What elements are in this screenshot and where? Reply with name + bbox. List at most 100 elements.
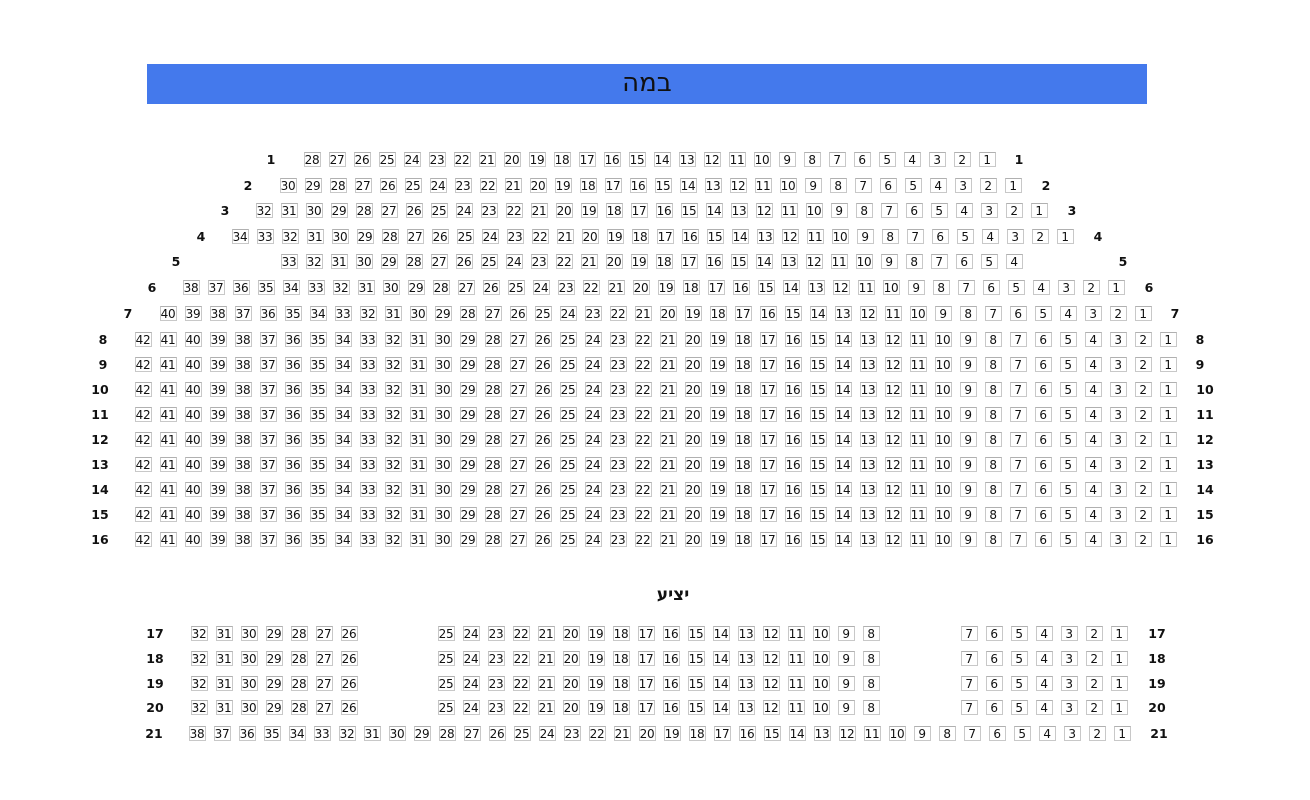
seat[interactable]: 3	[1109, 332, 1127, 347]
seat[interactable]: 41	[159, 532, 177, 547]
seat[interactable]: 6	[1034, 482, 1052, 497]
seat[interactable]: 36	[284, 357, 302, 372]
seat[interactable]: 12	[762, 700, 780, 715]
seat[interactable]: 24	[584, 532, 602, 547]
seat[interactable]: 31	[215, 651, 233, 666]
seat[interactable]: 15	[706, 229, 724, 244]
seat[interactable]: 2	[1134, 332, 1152, 347]
seat[interactable]: 23	[609, 357, 627, 372]
seat[interactable]: 21	[537, 626, 555, 641]
seat[interactable]: 28	[290, 626, 308, 641]
seat[interactable]: 8	[984, 407, 1002, 422]
seat[interactable]: 31	[306, 229, 324, 244]
seat[interactable]: 5	[1013, 726, 1031, 741]
seat[interactable]: 9	[837, 700, 855, 715]
seat[interactable]: 15	[809, 482, 827, 497]
seat[interactable]: 15	[730, 254, 748, 269]
seat[interactable]: 26	[534, 482, 552, 497]
seat[interactable]: 23	[609, 382, 627, 397]
seat[interactable]: 10	[753, 152, 771, 167]
seat[interactable]: 16	[784, 457, 802, 472]
seat[interactable]: 16	[662, 676, 680, 691]
seat[interactable]: 9	[959, 382, 977, 397]
seat[interactable]: 1	[1159, 357, 1177, 372]
seat[interactable]: 40	[184, 382, 202, 397]
seat[interactable]: 2	[1134, 407, 1152, 422]
seat[interactable]: 39	[209, 382, 227, 397]
seat[interactable]: 1	[1159, 332, 1177, 347]
seat[interactable]: 37	[259, 332, 277, 347]
seat[interactable]: 29	[265, 676, 283, 691]
seat[interactable]: 37	[259, 357, 277, 372]
seat[interactable]: 2	[1085, 700, 1103, 715]
seat[interactable]: 34	[334, 332, 352, 347]
seat[interactable]: 29	[330, 203, 348, 218]
seat[interactable]: 7	[828, 152, 846, 167]
seat[interactable]: 5	[1010, 676, 1028, 691]
seat[interactable]: 31	[409, 482, 427, 497]
seat[interactable]: 19	[709, 482, 727, 497]
seat[interactable]: 23	[563, 726, 581, 741]
seat[interactable]: 32	[384, 482, 402, 497]
seat[interactable]: 3	[1063, 726, 1081, 741]
seat[interactable]: 3	[928, 152, 946, 167]
seat[interactable]: 10	[812, 700, 830, 715]
seat[interactable]: 19	[663, 726, 681, 741]
seat[interactable]: 9	[778, 152, 796, 167]
seat[interactable]: 26	[534, 432, 552, 447]
seat[interactable]: 41	[159, 482, 177, 497]
seat[interactable]: 27	[430, 254, 448, 269]
seat[interactable]: 9	[934, 306, 952, 321]
seat[interactable]: 35	[257, 280, 275, 295]
seat[interactable]: 4	[1084, 382, 1102, 397]
seat[interactable]: 6	[1034, 382, 1052, 397]
seat[interactable]: 21	[659, 382, 677, 397]
seat[interactable]: 9	[907, 280, 925, 295]
seat[interactable]: 29	[459, 357, 477, 372]
seat[interactable]: 15	[809, 457, 827, 472]
seat[interactable]: 19	[709, 432, 727, 447]
seat[interactable]: 8	[984, 382, 1002, 397]
seat[interactable]: 32	[190, 651, 208, 666]
seat[interactable]: 8	[862, 626, 880, 641]
seat[interactable]: 4	[955, 203, 973, 218]
seat[interactable]: 34	[231, 229, 249, 244]
seat[interactable]: 16	[784, 407, 802, 422]
seat[interactable]: 34	[282, 280, 300, 295]
seat[interactable]: 5	[878, 152, 896, 167]
seat[interactable]: 10	[805, 203, 823, 218]
seat[interactable]: 37	[259, 532, 277, 547]
seat[interactable]: 36	[259, 306, 277, 321]
seat[interactable]: 36	[284, 532, 302, 547]
seat[interactable]: 2	[1088, 726, 1106, 741]
seat[interactable]: 1	[1110, 700, 1128, 715]
seat[interactable]: 30	[434, 382, 452, 397]
seat[interactable]: 6	[1009, 306, 1027, 321]
seat[interactable]: 29	[407, 280, 425, 295]
seat[interactable]: 20	[684, 357, 702, 372]
seat[interactable]: 25	[559, 507, 577, 522]
seat[interactable]: 17	[759, 457, 777, 472]
seat[interactable]: 4	[1084, 482, 1102, 497]
seat[interactable]: 10	[934, 382, 952, 397]
seat[interactable]: 7	[854, 178, 872, 193]
seat[interactable]: 6	[931, 229, 949, 244]
seat[interactable]: 11	[754, 178, 772, 193]
seat[interactable]: 3	[1084, 306, 1102, 321]
seat[interactable]: 9	[837, 676, 855, 691]
seat[interactable]: 32	[384, 457, 402, 472]
seat[interactable]: 1	[1159, 457, 1177, 472]
seat[interactable]: 21	[634, 306, 652, 321]
seat[interactable]: 17	[734, 306, 752, 321]
seat[interactable]: 4	[981, 229, 999, 244]
seat[interactable]: 40	[184, 507, 202, 522]
seat[interactable]: 4	[1035, 676, 1053, 691]
seat[interactable]: 30	[331, 229, 349, 244]
seat[interactable]: 20	[503, 152, 521, 167]
seat[interactable]: 3	[1006, 229, 1024, 244]
seat[interactable]: 16	[759, 306, 777, 321]
seat[interactable]: 25	[559, 532, 577, 547]
seat[interactable]: 34	[334, 457, 352, 472]
seat[interactable]: 23	[584, 306, 602, 321]
seat[interactable]: 4	[1035, 700, 1053, 715]
